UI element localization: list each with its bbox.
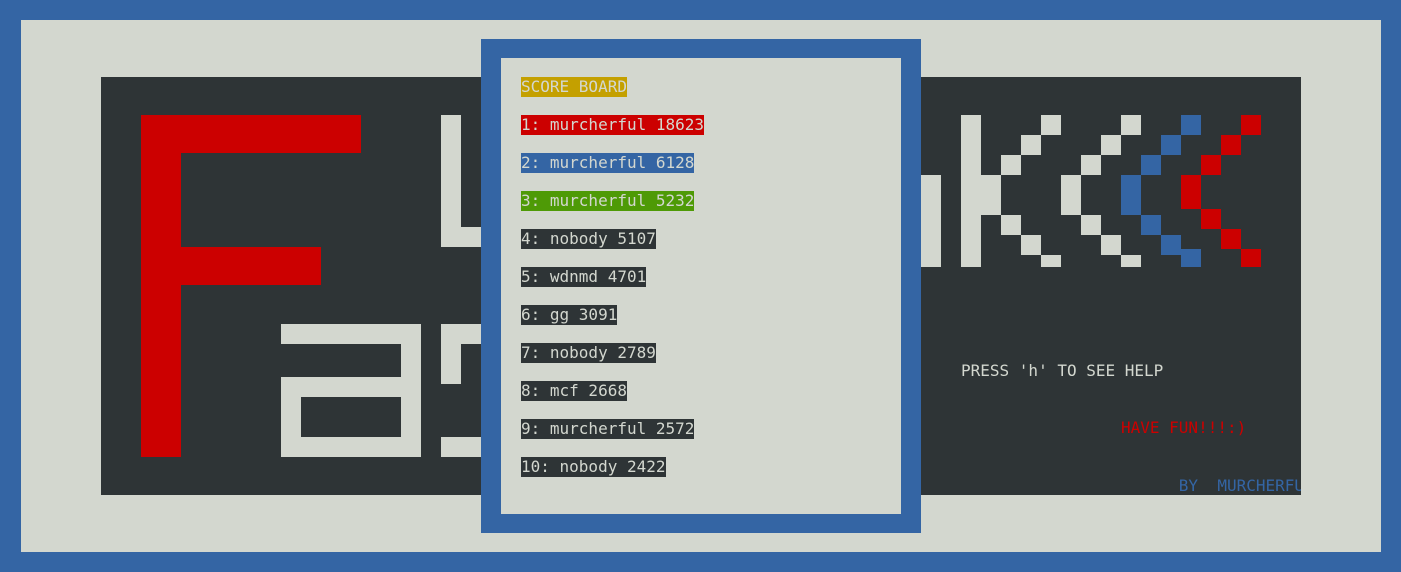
score-entry-8: 8: mcf 2668 — [521, 381, 627, 401]
score-entry-3: 3: murcherful 5232 — [521, 191, 695, 211]
scoreboard: SCORE BOARD 1: murcherful 18623 2: murch… — [501, 58, 901, 514]
score-entry-1: 1: murcherful 18623 — [521, 115, 705, 135]
score-entry-7: 7: nobody 2789 — [521, 343, 656, 363]
score-entry-10: 10: nobody 2422 — [521, 457, 666, 477]
score-entry-5: 5: wdnmd 4701 — [521, 267, 647, 287]
scoreboard-frame: SCORE BOARD 1: murcherful 18623 2: murch… — [481, 39, 921, 533]
have-fun-text: HAVE FUN!!!:) — [1121, 418, 1247, 437]
score-entry-9: 9: murcherful 2572 — [521, 419, 695, 439]
score-entry-6: 6: gg 3091 — [521, 305, 618, 325]
score-entry-4: 4: nobody 5107 — [521, 229, 656, 249]
score-entry-2: 2: murcherful 6128 — [521, 153, 695, 173]
author-name: MURCHERFUL — [1217, 476, 1301, 495]
credits: BY MURCHERFUL — [1121, 456, 1301, 495]
scoreboard-title: SCORE BOARD — [521, 77, 627, 97]
by-label: BY — [1178, 476, 1199, 495]
help-hint: PRESS 'h' TO SEE HELP — [961, 361, 1164, 380]
